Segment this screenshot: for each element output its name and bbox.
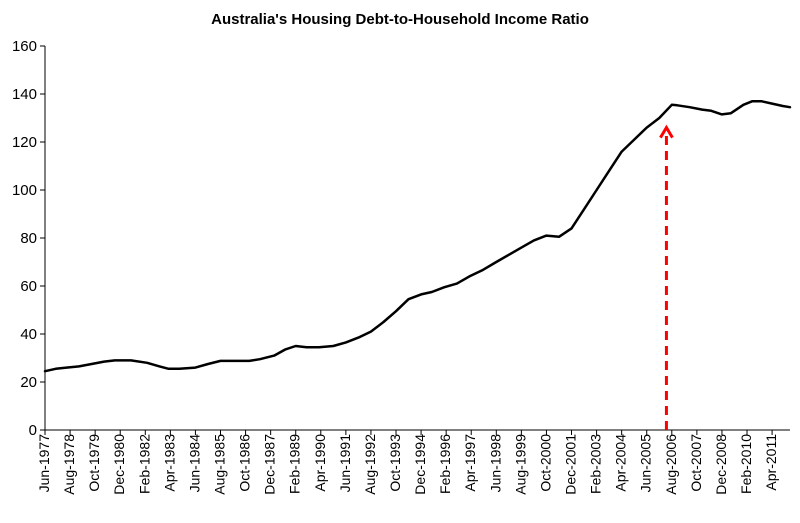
x-tick-label: Jun-2005 [638,434,654,493]
x-tick-label: Aug-1978 [61,434,77,495]
x-tick-label: Jun-1991 [337,434,353,493]
x-tick-label: Oct-1979 [86,434,102,492]
x-tick-label: Oct-1993 [387,434,403,492]
y-tick-label: 20 [20,374,37,391]
y-tick-label: 160 [12,38,37,55]
x-tick-label: Apr-2004 [613,434,629,492]
x-tick-label: Jun-1998 [487,434,503,493]
series-line-housing-debt-ratio [43,99,792,373]
x-tick-label: Oct-2007 [688,434,704,492]
x-tick-label: Apr-1990 [312,434,328,492]
y-tick-label: 100 [12,182,37,199]
x-tick-label: Feb-1996 [437,434,453,494]
x-tick-label: Feb-1982 [136,434,152,494]
y-axis: 0 20 40 60 80 100 120 140 160 [12,38,45,439]
x-tick-label: Dec-2008 [713,434,729,495]
y-tick-label: 40 [20,326,37,343]
x-tick-label: Apr-2011 [763,434,779,491]
x-tick-label: Feb-1989 [287,434,303,494]
x-tick-label: Dec-2001 [563,434,579,495]
x-axis: Jun-1977 Aug-1978 Oct-1979 Dec-1980 Feb-1982… [36,430,779,495]
x-tick-label: Aug-1999 [512,434,528,495]
x-tick-label: Aug-1985 [212,434,228,495]
x-tick-label: Jun-1984 [186,434,202,493]
x-tick-label: Feb-2010 [738,434,754,494]
x-tick-label: Apr-1997 [462,434,478,492]
x-tick-label: Feb-2003 [588,434,604,494]
chart-title: Australia's Housing Debt-to-Household In… [211,11,589,28]
y-tick-label: 0 [29,422,37,439]
y-tick-label: 60 [20,278,37,295]
x-tick-label: Apr-1983 [161,434,177,492]
x-tick-label: Jun-1977 [36,434,52,493]
x-tick-label: Dec-1980 [111,434,127,495]
annotation-arrow-head [659,124,674,139]
x-tick-label: Dec-1994 [412,434,428,495]
x-tick-label: Dec-1987 [262,434,278,495]
y-tick-label: 140 [12,86,37,103]
annotations [659,124,674,430]
y-tick-label: 80 [20,230,37,247]
x-tick-label: Aug-2006 [663,434,679,495]
y-tick-label: 120 [12,134,37,151]
x-tick-label: Oct-1986 [237,434,253,492]
x-tick-label: Aug-1992 [362,434,378,495]
x-tick-label: Oct-2000 [537,434,553,492]
